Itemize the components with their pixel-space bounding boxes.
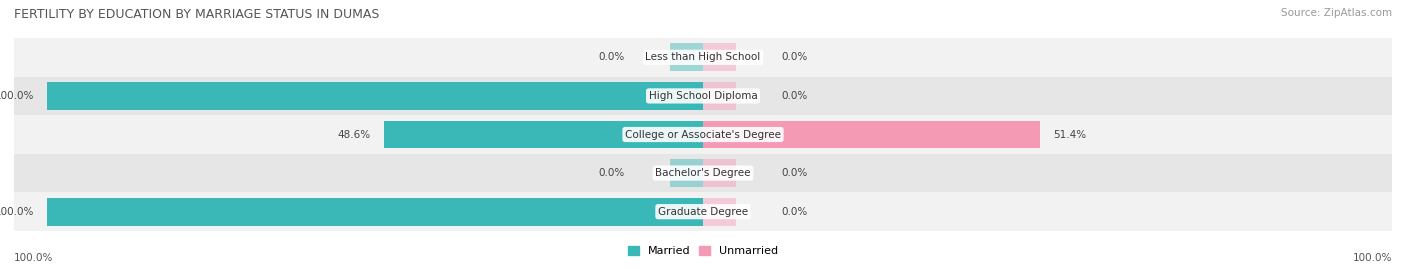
Bar [14,77,1392,115]
Bar [14,154,1392,192]
Text: 0.0%: 0.0% [782,91,808,101]
Text: 0.0%: 0.0% [598,168,624,178]
Legend: Married, Unmarried: Married, Unmarried [623,241,783,261]
Text: Source: ZipAtlas.com: Source: ZipAtlas.com [1281,8,1392,18]
Bar [14,192,1392,231]
Text: Bachelor's Degree: Bachelor's Degree [655,168,751,178]
Bar [46,82,703,110]
Text: 100.0%: 100.0% [0,91,34,101]
Text: Graduate Degree: Graduate Degree [658,207,748,217]
Bar [703,82,735,110]
Text: 0.0%: 0.0% [782,168,808,178]
Bar [703,121,1040,148]
Text: 51.4%: 51.4% [1053,129,1087,140]
Text: College or Associate's Degree: College or Associate's Degree [626,129,780,140]
Bar [703,198,735,225]
Text: 100.0%: 100.0% [14,253,53,263]
Bar [703,159,735,187]
Text: 0.0%: 0.0% [782,207,808,217]
Text: 48.6%: 48.6% [337,129,371,140]
Bar [14,115,1392,154]
Text: 0.0%: 0.0% [782,52,808,62]
Bar [14,38,1392,77]
Bar [384,121,703,148]
Text: 100.0%: 100.0% [1353,253,1392,263]
Text: FERTILITY BY EDUCATION BY MARRIAGE STATUS IN DUMAS: FERTILITY BY EDUCATION BY MARRIAGE STATU… [14,8,380,21]
Bar [671,44,703,71]
Bar [46,198,703,225]
Text: High School Diploma: High School Diploma [648,91,758,101]
Bar [671,159,703,187]
Text: 0.0%: 0.0% [598,52,624,62]
Text: 100.0%: 100.0% [0,207,34,217]
Bar [703,44,735,71]
Text: Less than High School: Less than High School [645,52,761,62]
